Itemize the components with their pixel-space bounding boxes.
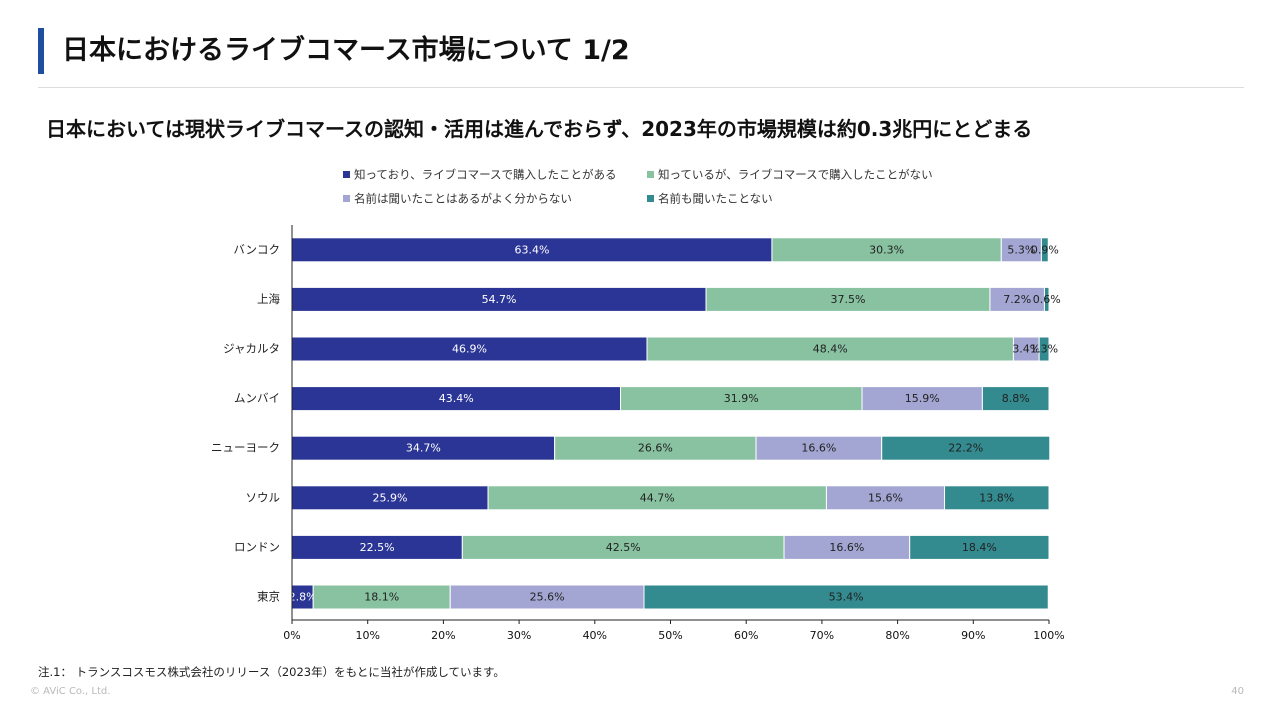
data-label: 37.5%: [831, 293, 866, 306]
x-tick-label: 20%: [431, 629, 455, 642]
data-label: 0.9%: [1031, 243, 1059, 256]
data-label: 1.3%: [1030, 343, 1058, 356]
bar-segment: [1040, 237, 1049, 263]
data-label: 3.4%: [1012, 343, 1040, 356]
legend-label: 知っており、ライブコマースで購入したことがある: [354, 168, 617, 182]
x-tick-label: 100%: [1033, 629, 1064, 642]
data-label: 18.4%: [962, 541, 997, 554]
data-label: 15.6%: [868, 491, 903, 504]
data-label: 25.6%: [530, 591, 565, 604]
legend-label: 名前も聞いたことない: [658, 192, 773, 206]
copyright: © AViC Co., Ltd.: [30, 686, 111, 697]
bar-segment: [989, 286, 1045, 312]
legend-swatch: [647, 171, 654, 178]
footnote: 注.1： トランスコスモス株式会社のリリース（2023年）をもとに当社が作成して…: [38, 665, 505, 679]
data-label: 53.4%: [829, 591, 864, 604]
data-label: 63.4%: [514, 243, 549, 256]
x-tick-label: 70%: [810, 629, 834, 642]
data-label: 44.7%: [640, 491, 675, 504]
bar-segment: [1043, 286, 1050, 312]
bar-segment: [449, 584, 645, 610]
bar-segment: [643, 584, 1049, 610]
header-divider: [38, 87, 1244, 88]
bar-segment: [861, 386, 983, 412]
category-label: ムンバイ: [234, 391, 280, 405]
page-title: 日本におけるライブコマース市場について 1/2: [62, 35, 630, 66]
data-label: 48.4%: [813, 343, 848, 356]
bar-segment: [825, 485, 946, 511]
data-label: 30.3%: [869, 243, 904, 256]
data-label: 25.9%: [373, 491, 408, 504]
bar-segment: [944, 485, 1050, 511]
legend-swatch: [647, 195, 654, 202]
data-label: 34.7%: [406, 442, 441, 455]
legend-swatch: [343, 171, 350, 178]
category-label: ジャカルタ: [223, 342, 280, 356]
data-label: 8.8%: [1002, 392, 1030, 405]
page-number: 40: [1231, 686, 1244, 697]
x-tick-label: 40%: [583, 629, 607, 642]
data-label: 22.2%: [948, 442, 983, 455]
bar-segment: [1012, 336, 1040, 362]
data-label: 54.7%: [482, 293, 517, 306]
data-label: 13.8%: [979, 491, 1014, 504]
data-label: 31.9%: [724, 392, 759, 405]
bar-segment: [1000, 237, 1042, 263]
page-subtitle: 日本においては現状ライブコマースの認知・活用は進んでおらず、2023年の市場規模…: [46, 117, 1033, 141]
legend-swatch: [343, 195, 350, 202]
data-label: 18.1%: [364, 591, 399, 604]
x-tick-label: 90%: [961, 629, 985, 642]
category-label: 東京: [257, 590, 280, 604]
data-label: 0.6%: [1033, 293, 1061, 306]
category-label: バンコク: [233, 242, 280, 256]
bar-segment: [312, 584, 451, 610]
category-label: ロンドン: [234, 540, 280, 554]
category-label: ソウル: [246, 490, 281, 504]
bar-segment: [909, 534, 1050, 560]
x-tick-label: 10%: [355, 629, 379, 642]
data-label: 43.4%: [439, 392, 474, 405]
title-accent-bar: [38, 28, 44, 74]
data-label: 42.5%: [606, 541, 641, 554]
bar-segment: [646, 336, 1014, 362]
category-label: 上海: [257, 292, 280, 306]
bar-segment: [771, 237, 1002, 263]
data-label: 46.9%: [452, 343, 487, 356]
legend-label: 知っているが、ライブコマースで購入したことがない: [658, 168, 933, 182]
legend-label: 名前は聞いたことはあるがよく分からない: [354, 192, 572, 206]
x-tick-label: 30%: [507, 629, 531, 642]
x-tick-label: 50%: [658, 629, 682, 642]
bar-segment: [461, 534, 785, 560]
bar-segment: [783, 534, 911, 560]
data-label: 5.3%: [1007, 243, 1035, 256]
data-label: 22.5%: [360, 541, 395, 554]
x-tick-label: 80%: [885, 629, 909, 642]
data-label: 7.2%: [1003, 293, 1031, 306]
bar-segment: [620, 386, 863, 412]
bar-segment: [705, 286, 991, 312]
category-label: ニューヨーク: [211, 441, 280, 455]
data-label: 16.6%: [801, 442, 836, 455]
bar-segment: [981, 386, 1050, 412]
bar-segment: [487, 485, 827, 511]
data-label: 2.8%: [289, 591, 317, 604]
data-label: 26.6%: [638, 442, 673, 455]
bar-segment: [881, 435, 1051, 461]
data-label: 15.9%: [905, 392, 940, 405]
bar-segment: [1038, 336, 1050, 362]
x-tick-label: 60%: [734, 629, 758, 642]
x-tick-label: 0%: [283, 629, 300, 642]
data-label: 16.6%: [829, 541, 864, 554]
